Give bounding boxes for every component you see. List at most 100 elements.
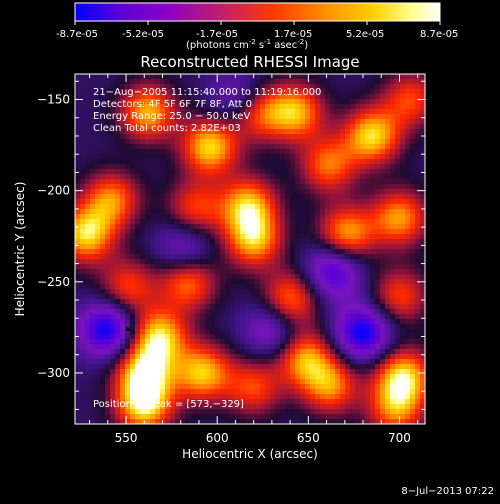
- heatmap-cell: [315, 194, 321, 200]
- heatmap-cell: [285, 359, 291, 365]
- heatmap-cell: [90, 384, 96, 390]
- heatmap-cell: [395, 354, 401, 360]
- heatmap-cell: [345, 384, 351, 390]
- heatmap-cell: [325, 414, 331, 420]
- heatmap-cell: [140, 184, 146, 190]
- heatmap-cell: [275, 144, 281, 150]
- heatmap-cell: [220, 139, 226, 145]
- heatmap-cell: [300, 244, 306, 250]
- heatmap-cell: [370, 114, 376, 120]
- heatmap-cell: [110, 209, 116, 215]
- heatmap-cell: [160, 149, 166, 155]
- heatmap-cell: [110, 339, 116, 345]
- heatmap-cell: [215, 284, 221, 290]
- heatmap-cell: [80, 119, 86, 125]
- heatmap-cell: [135, 324, 141, 330]
- heatmap-cell: [300, 299, 306, 305]
- heatmap-cell: [210, 249, 216, 255]
- heatmap-cell: [250, 404, 256, 410]
- heatmap-cell: [165, 309, 171, 315]
- heatmap-cell: [195, 194, 201, 200]
- heatmap-cell: [210, 314, 216, 320]
- heatmap-cell: [115, 134, 121, 140]
- heatmap-cell: [180, 254, 186, 260]
- heatmap-cell: [100, 254, 106, 260]
- heatmap-cell: [315, 169, 321, 175]
- heatmap-cell: [185, 214, 191, 220]
- heatmap-cell: [140, 384, 146, 390]
- heatmap-cell: [80, 199, 86, 205]
- heatmap-cell: [415, 154, 421, 160]
- heatmap-cell: [215, 214, 221, 220]
- heatmap-cell: [355, 194, 361, 200]
- heatmap-cell: [145, 74, 151, 80]
- heatmap-cell: [410, 379, 416, 385]
- heatmap-cell: [410, 364, 416, 370]
- heatmap-cell: [390, 129, 396, 135]
- heatmap-cell: [165, 389, 171, 395]
- heatmap-cell: [375, 274, 381, 280]
- heatmap-cell: [260, 349, 266, 355]
- heatmap-cell: [395, 379, 401, 385]
- heatmap-cell: [335, 404, 341, 410]
- heatmap-cell: [155, 79, 161, 85]
- heatmap-cell: [270, 74, 276, 80]
- heatmap-cell: [95, 374, 101, 380]
- heatmap-cell: [210, 234, 216, 240]
- heatmap-cell: [270, 219, 276, 225]
- heatmap-cell: [395, 409, 401, 415]
- heatmap-cell: [285, 149, 291, 155]
- heatmap-cell: [225, 134, 231, 140]
- heatmap-cell: [330, 224, 336, 230]
- heatmap-cell: [210, 139, 216, 145]
- heatmap-cell: [125, 169, 131, 175]
- heatmap-cell: [385, 254, 391, 260]
- heatmap-cell: [120, 359, 126, 365]
- heatmap-cell: [260, 74, 266, 80]
- heatmap-cell: [290, 384, 296, 390]
- heatmap-cell: [155, 259, 161, 265]
- heatmap-cell: [240, 199, 246, 205]
- heatmap-cell: [345, 194, 351, 200]
- heatmap-cell: [405, 259, 411, 265]
- heatmap-cell: [305, 364, 311, 370]
- heatmap-cell: [90, 154, 96, 160]
- heatmap-cell: [340, 369, 346, 375]
- heatmap-cell: [315, 124, 321, 130]
- heatmap-cell: [390, 144, 396, 150]
- heatmap-cell: [105, 339, 111, 345]
- heatmap-cell: [270, 129, 276, 135]
- heatmap-cell: [355, 329, 361, 335]
- heatmap-cell: [345, 259, 351, 265]
- heatmap-cell: [355, 149, 361, 155]
- heatmap-cell: [145, 294, 151, 300]
- heatmap-cell: [265, 254, 271, 260]
- heatmap-cell: [355, 259, 361, 265]
- heatmap-cell: [155, 174, 161, 180]
- heatmap-cell: [250, 409, 256, 415]
- heatmap-cell: [400, 274, 406, 280]
- heatmap-cell: [285, 379, 291, 385]
- heatmap-cell: [255, 239, 261, 245]
- heatmap-cell: [170, 379, 176, 385]
- heatmap-cell: [405, 194, 411, 200]
- heatmap-cell: [90, 389, 96, 395]
- heatmap-cell: [135, 209, 141, 215]
- heatmap-cell: [220, 279, 226, 285]
- heatmap-cell: [215, 369, 221, 375]
- heatmap-cell: [270, 209, 276, 215]
- heatmap-cell: [200, 349, 206, 355]
- heatmap-cell: [410, 189, 416, 195]
- heatmap-cell: [185, 229, 191, 235]
- heatmap-cell: [320, 389, 326, 395]
- heatmap-cell: [390, 399, 396, 405]
- heatmap-cell: [135, 314, 141, 320]
- heatmap-cell: [255, 394, 261, 400]
- heatmap-cell: [295, 189, 301, 195]
- heatmap-cell: [90, 139, 96, 145]
- heatmap-cell: [280, 74, 286, 80]
- heatmap-cell: [125, 269, 131, 275]
- heatmap-cell: [300, 354, 306, 360]
- heatmap-cell: [345, 189, 351, 195]
- heatmap-cell: [125, 254, 131, 260]
